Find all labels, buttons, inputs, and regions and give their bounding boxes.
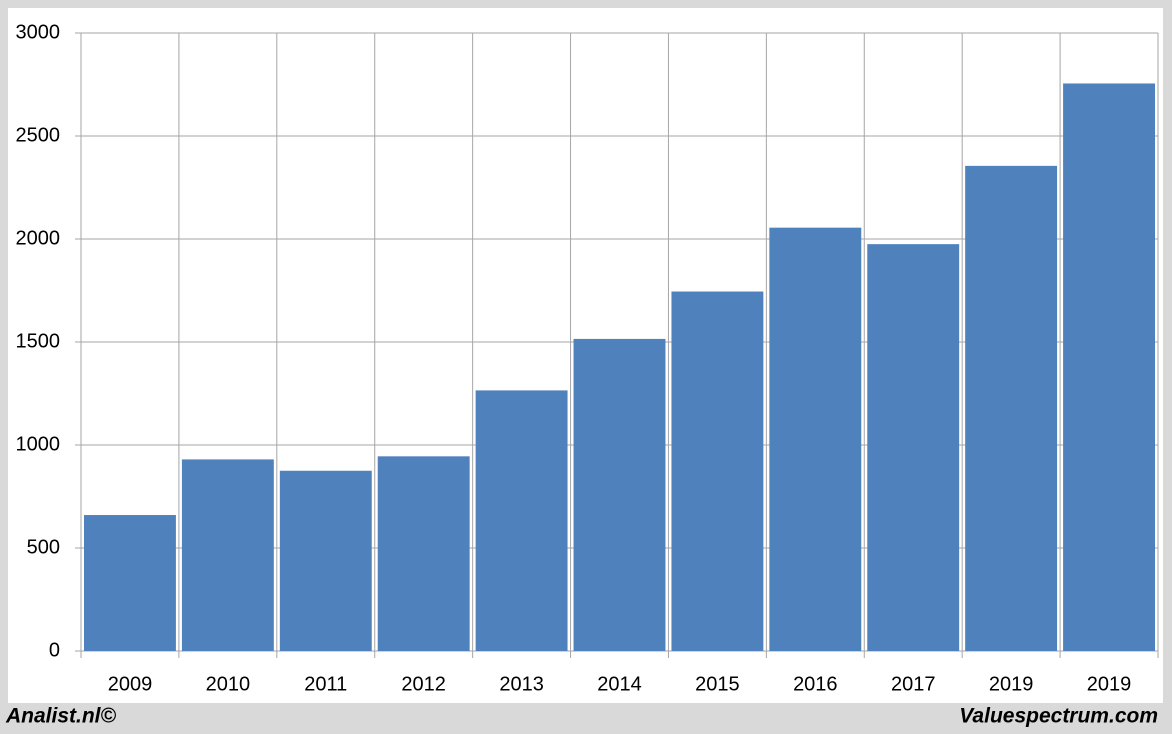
y-tick-label: 0 — [49, 639, 60, 661]
y-tick-label: 500 — [27, 536, 60, 558]
y-tick-label: 1500 — [16, 330, 61, 352]
bar — [965, 165, 1058, 651]
bar — [1063, 83, 1155, 652]
x-tick-label: 2009 — [108, 673, 153, 695]
y-tick-label: 2000 — [16, 227, 61, 249]
x-tick-label: 2011 — [304, 673, 347, 695]
bar — [573, 338, 666, 651]
y-tick-label: 2500 — [16, 124, 61, 146]
bar — [84, 515, 176, 651]
x-tick-label: 2010 — [206, 673, 251, 695]
footer-right: Valuespectrum.com — [959, 705, 1158, 728]
y-tick-label: 1000 — [16, 433, 61, 455]
x-tick-label: 2017 — [891, 673, 936, 695]
bar — [867, 244, 960, 651]
x-tick-label: 2019 — [1087, 673, 1132, 695]
bar — [769, 227, 862, 652]
x-tick-label: 2012 — [401, 673, 446, 695]
bar — [671, 291, 764, 651]
bar — [377, 456, 470, 651]
bar — [181, 459, 274, 651]
bar — [279, 470, 372, 651]
x-tick-label: 2014 — [597, 673, 642, 695]
footer-left: Analist.nl© — [5, 705, 117, 728]
x-tick-label: 2013 — [499, 673, 544, 695]
x-tick-label: 2015 — [695, 673, 740, 695]
x-tick-label: 2016 — [793, 673, 838, 695]
bar — [475, 390, 568, 651]
y-tick-label: 3000 — [16, 21, 61, 43]
x-tick-label: 2019 — [989, 673, 1034, 695]
